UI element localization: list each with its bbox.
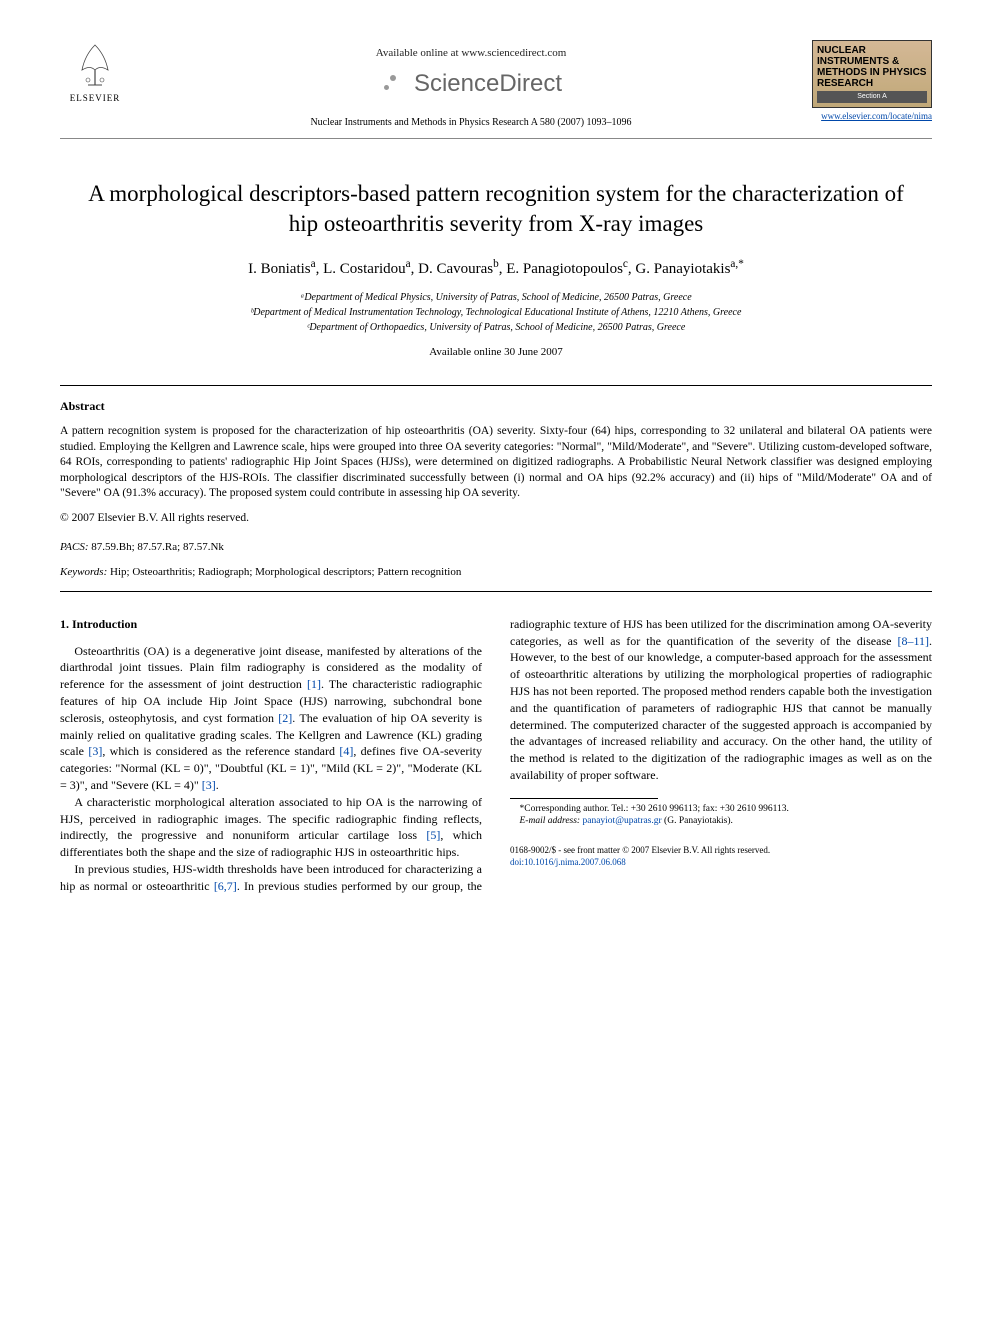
- pacs-value: 87.59.Bh; 87.57.Ra; 87.57.Nk: [91, 541, 224, 553]
- divider: [60, 385, 932, 386]
- abstract-text: A pattern recognition system is proposed…: [60, 424, 932, 502]
- affiliation-a: ᵃDepartment of Medical Physics, Universi…: [60, 290, 932, 305]
- footnote-email[interactable]: panayiot@upatras.gr: [582, 816, 661, 826]
- abstract-copyright: © 2007 Elsevier B.V. All rights reserved…: [60, 510, 932, 526]
- affiliations: ᵃDepartment of Medical Physics, Universi…: [60, 290, 932, 335]
- section-heading-introduction: 1. Introduction: [60, 616, 482, 633]
- elsevier-logo-block: ELSEVIER: [60, 40, 130, 105]
- author-list: I. Boniatisa, L. Costaridoua, D. Cavoura…: [60, 257, 932, 280]
- body-paragraph: A characteristic morphological alteratio…: [60, 794, 482, 861]
- journal-cover-box: NUCLEAR INSTRUMENTS & METHODS IN PHYSICS…: [812, 40, 932, 108]
- affiliation-b: ᵇDepartment of Medical Instrumentation T…: [60, 305, 932, 320]
- keywords-line: Keywords: Hip; Osteoarthritis; Radiograp…: [60, 565, 932, 580]
- footnote-separator: [510, 798, 658, 799]
- journal-header: ELSEVIER Available online at www.science…: [60, 40, 932, 139]
- body-paragraph: Osteoarthritis (OA) is a degenerative jo…: [60, 643, 482, 794]
- sciencedirect-icon: [380, 71, 406, 97]
- elsevier-label: ELSEVIER: [70, 92, 121, 105]
- center-header: Available online at www.sciencedirect.co…: [130, 40, 812, 130]
- elsevier-tree-icon: [70, 40, 120, 90]
- pacs-line: PACS: 87.59.Bh; 87.57.Ra; 87.57.Nk: [60, 540, 932, 555]
- sciencedirect-logo: ScienceDirect: [380, 67, 562, 101]
- affiliation-c: ᶜDepartment of Orthopaedics, University …: [60, 320, 932, 335]
- article-body: 1. Introduction Osteoarthritis (OA) is a…: [60, 616, 932, 895]
- journal-box-section: Section A: [817, 91, 927, 103]
- available-online-date: Available online 30 June 2007: [60, 345, 932, 360]
- front-matter-text: 0168-9002/$ - see front matter © 2007 El…: [510, 845, 932, 857]
- abstract-heading: Abstract: [60, 398, 932, 415]
- keywords-label: Keywords:: [60, 566, 107, 578]
- footnote-email-label: E-mail address:: [520, 816, 581, 826]
- footnote-corr: *Corresponding author. Tel.: +30 2610 99…: [510, 803, 932, 815]
- article-title: A morphological descriptors-based patter…: [80, 179, 912, 239]
- pacs-label: PACS:: [60, 541, 89, 553]
- journal-box-wrapper: NUCLEAR INSTRUMENTS & METHODS IN PHYSICS…: [812, 40, 932, 122]
- available-online-text: Available online at www.sciencedirect.co…: [130, 46, 812, 61]
- doi-link[interactable]: doi:10.1016/j.nima.2007.06.068: [510, 857, 932, 869]
- divider: [60, 591, 932, 592]
- front-matter-meta: 0168-9002/$ - see front matter © 2007 El…: [510, 845, 932, 868]
- journal-box-title: NUCLEAR INSTRUMENTS & METHODS IN PHYSICS…: [817, 45, 927, 89]
- footnote-email-line: E-mail address: panayiot@upatras.gr (G. …: [510, 815, 932, 827]
- journal-reference: Nuclear Instruments and Methods in Physi…: [130, 116, 812, 130]
- corresponding-author-footnote: *Corresponding author. Tel.: +30 2610 99…: [510, 803, 932, 828]
- sciencedirect-text: ScienceDirect: [414, 67, 562, 101]
- keywords-value: Hip; Osteoarthritis; Radiograph; Morphol…: [110, 566, 461, 578]
- footnote-email-name: (G. Panayiotakis).: [664, 816, 733, 826]
- journal-homepage-link[interactable]: www.elsevier.com/locate/nima: [812, 110, 932, 123]
